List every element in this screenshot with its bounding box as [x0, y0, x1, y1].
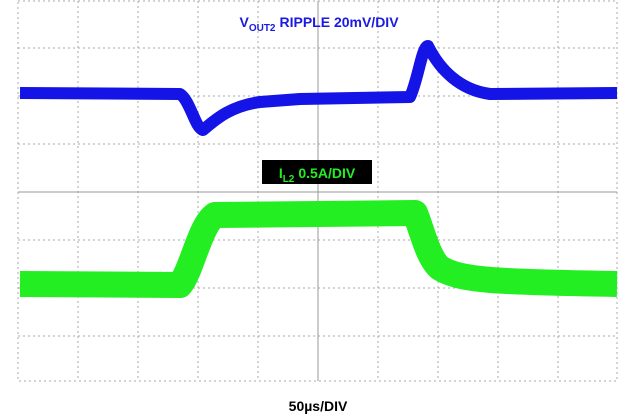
time-scale: 50µs/DIV: [289, 398, 348, 414]
page: VOUT2RIPPLE 20mV/DIV IL20.5A/DIV 50µs/DI…: [0, 0, 621, 417]
scope-screen: VOUT2RIPPLE 20mV/DIV IL20.5A/DIV 50µs/DI…: [0, 0, 621, 417]
il-scale: 0.5A/DIV: [298, 165, 355, 181]
vout-scale: RIPPLE 20mV/DIV: [279, 14, 399, 30]
vout-subscript: OUT2: [249, 23, 276, 34]
il-subscript: L2: [283, 174, 295, 185]
grid: [18, 1, 617, 381]
